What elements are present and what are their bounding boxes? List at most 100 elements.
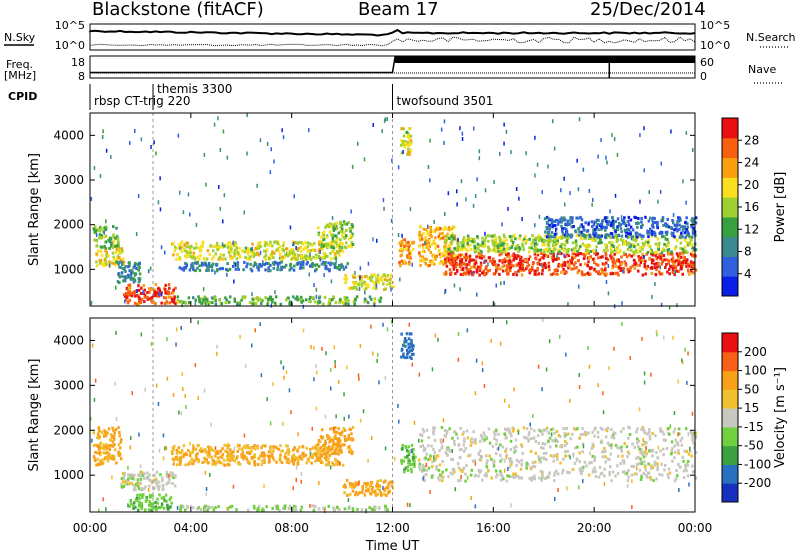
power-panel-scatter [495,283,497,288]
velocity-panel-cell [404,445,407,448]
velocity-panel-cell [221,456,224,460]
velocity-panel-cell [319,454,322,457]
power-panel-scatter [563,176,565,181]
power-panel-cell [460,253,464,257]
power-panel-cell [632,238,635,242]
velocity-panel-cell [411,463,414,466]
velocity-panel-cell [450,457,453,461]
velocity-panel-cell [141,496,144,499]
velocity-panel-cell [514,472,517,476]
power-panel-cell [556,242,559,246]
power-panel-scatter [358,287,361,291]
power-panel-cell [576,271,579,275]
power-panel-cell [275,248,278,252]
velocity-panel-cell [604,460,607,464]
power-panel-cell [347,237,351,241]
power-panel-cell [137,264,140,268]
power-panel-cell [125,286,129,290]
velocity-panel-cell [651,466,655,470]
velocity-panel-cell [693,431,696,435]
power-panel-cell [317,231,321,235]
power-panel-scatter [471,271,473,276]
power-panel-cell [537,272,541,276]
power-panel-cell [461,268,465,272]
velocity-panel-cell [122,474,126,478]
velocity-panel-cell [291,454,294,458]
power-panel-cell [427,248,431,252]
power-panel-cell [326,255,329,258]
velocity-panel-cell [499,469,502,473]
velocity-panel-cell [217,456,220,460]
velocity-panel-cell [575,458,579,462]
velocity-panel-cell [406,356,409,360]
velocity-panel-cell [609,452,612,456]
power-panel-cell [263,249,266,253]
power-panel-cell [517,262,520,265]
velocity-panel-cell [133,473,136,477]
power-panel-cell [481,271,485,275]
velocity-panel-cell [324,452,327,456]
velocity-panel-cell [636,437,639,441]
velocity-panel-cell [448,449,452,453]
power-panel-scatter [364,290,366,295]
velocity-panel-cell [326,451,329,455]
power-panel-cell [288,268,291,272]
power-panel-cell [188,301,191,304]
power-panel-cell [443,272,446,276]
power-panel-cell [350,226,354,230]
power-panel-cell [615,247,618,251]
freq-panel-frame [89,55,696,79]
power-panel-cell [468,268,471,272]
velocity-panel-cell [433,458,436,462]
velocity-panel-cell [337,461,341,465]
power-panel-cell [666,238,669,241]
power-panel-cell [465,266,468,270]
power-panel-cell [574,239,578,243]
velocity-panel-cell [370,507,374,511]
power-panel-cell [220,302,224,306]
power-panel-cell [656,265,659,269]
power-panel-cell [448,243,452,247]
velocity-panel-cell [440,426,444,429]
velocity-panel-cell [648,427,651,431]
velocity-panel-cell [490,457,493,461]
power-panel-cell [378,300,382,304]
power-panel-cell [190,256,194,260]
power-panel-scatter [484,231,486,236]
power-panel-cell [174,245,177,249]
power-panel-cell [535,236,538,240]
velocity-panel-cell [106,456,109,460]
power-panel-cell [229,295,232,299]
power-panel-cell [634,216,638,220]
power-panel-cell [487,239,490,243]
velocity-panel-cell [322,452,325,456]
power-panel-cell [533,250,536,254]
power-panel-scatter [376,238,378,243]
velocity-panel-cell [378,506,381,510]
power-panel-cell [317,300,320,304]
velocity-panel-cell [134,483,138,487]
velocity-panel-cell [262,459,265,463]
velocity-panel-cell [260,508,264,512]
power-panel-cell [625,243,629,246]
power-panel-cell [207,263,211,267]
velocity-panel-cell [309,447,312,451]
power-panel-cell [299,298,303,302]
velocity-panel-cell [679,439,682,443]
velocity-panel-cell [191,451,194,455]
velocity-panel-cell [165,482,168,486]
power-panel-cell [494,270,498,274]
velocity-panel-cell [606,441,610,445]
power-panel-cell [122,260,126,264]
power-panel-scatter [323,273,325,278]
velocity-panel-cell [375,482,379,486]
power-panel-cell [428,259,432,263]
power-panel-cell [129,273,133,277]
velocity-panel-cell [156,501,159,505]
power-panel-cell [667,225,671,229]
power-panel-cell [137,268,140,272]
power-panel-cell [323,262,327,266]
velocity-panel-cell [299,454,302,458]
velocity-panel-scatter [302,328,305,333]
velocity-panel-cell [555,430,559,433]
